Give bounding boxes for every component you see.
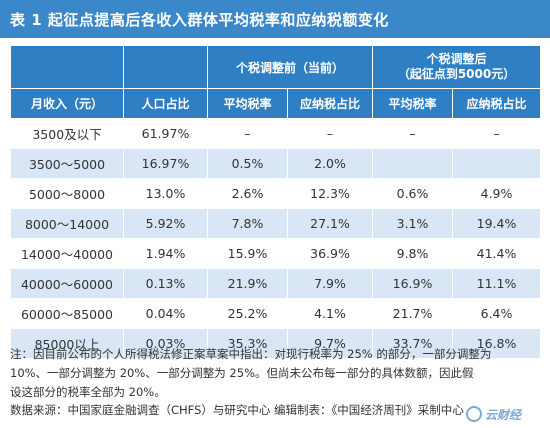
table-cell: 4.1% [286,298,374,329]
table-cell: 4.9% [452,178,542,209]
table-title: 表 1 起征点提高后各收入群体平均税率和应纳税额变化 [0,0,550,38]
column-header: 人口占比 [123,88,208,119]
column-header: 应纳税占比 [286,88,374,119]
table-cell: 3500及以下 [10,118,124,149]
table-cell [372,148,454,179]
table-row: 5000～8000 13.0% 2.6% 12.3% 0.6% 4.9% [10,178,542,209]
watermark-icon [466,406,482,422]
tax-table: 个税调整前（当前） 个税调整后 （起征点到5000元） 月收入（元） 人口占比 … [10,45,542,359]
table-cell: 61.97% [123,118,208,149]
table-cell: 35.3% [207,328,288,359]
table-cell: – [452,118,542,149]
table-cell: 25.2% [207,298,288,329]
table-cell: 6.4% [452,298,542,329]
header-blank-1 [10,45,124,89]
header-group-after: 个税调整后 （起征点到5000元） [372,45,542,89]
table-cell: 8000～14000 [10,208,124,239]
table-cell: 21.7% [372,298,454,329]
watermark-text: 云财经 [485,407,522,422]
table-cell: 15.9% [207,238,288,269]
table-row: 85000以上 0.03% 35.3% 9.7% 33.7% 16.8% [10,328,542,359]
table-cell: 41.4% [452,238,542,269]
table-cell: 85000以上 [10,328,124,359]
footnote: 注：因目前公布的个人所得税法修正案草案中指出：对现行税率为 25% 的部分，一部… [10,347,492,399]
table-row: 40000～60000 0.13% 21.9% 7.9% 16.9% 11.1% [10,268,542,299]
table-cell: 5000～8000 [10,178,124,209]
table-cell: 11.1% [452,268,542,299]
table-cell: 21.9% [207,268,288,299]
table-cell: 16.8% [452,328,542,359]
table-cell: – [207,118,288,149]
table-cell: 0.13% [123,268,208,299]
column-header: 平均税率 [372,88,454,119]
table-cell: 1.94% [123,238,208,269]
table-cell: 19.4% [452,208,542,239]
table-cell: 13.0% [123,178,208,209]
table-cell: 9.8% [372,238,454,269]
table-cell: 7.9% [286,268,374,299]
header-group-before: 个税调整前（当前） [206,45,374,89]
table-cell: 40000～60000 [10,268,124,299]
table-cell: – [286,118,374,149]
table-row: 60000～85000 0.04% 25.2% 4.1% 21.7% 6.4% [10,298,542,329]
table-cell: 7.8% [207,208,288,239]
table-cell: 2.0% [286,148,374,179]
table-cell: 0.04% [123,298,208,329]
watermark-logo: 云财经 [466,404,544,424]
table-cell: 33.7% [372,328,454,359]
table-cell: 27.1% [286,208,374,239]
table-cell: 12.3% [286,178,374,209]
table-cell: 3.1% [372,208,454,239]
table-cell: 5.92% [123,208,208,239]
table-cell: 16.97% [123,148,208,179]
table-cell: 36.9% [286,238,374,269]
header-blank-2 [123,45,208,89]
table-cell: 3500～5000 [10,148,124,179]
header-group-after-line1: 个税调整后 [426,52,487,66]
table-row: 3500～5000 16.97% 0.5% 2.0% [10,148,542,179]
column-header: 应纳税占比 [452,88,542,119]
header-group-after-line2: （起征点到5000元） [397,67,516,81]
table-cell: 9.7% [286,328,374,359]
table-row: 8000～14000 5.92% 7.8% 27.1% 3.1% 19.4% [10,208,542,239]
table-cell: 0.5% [207,148,288,179]
table-cell: 14000～40000 [10,238,124,269]
table-cell: 2.6% [207,178,288,209]
column-header: 平均税率 [207,88,288,119]
table-row: 3500及以下 61.97% – – – – [10,118,542,149]
column-header: 月收入（元） [10,88,124,119]
table-cell [452,148,542,179]
table-row: 14000～40000 1.94% 15.9% 36.9% 9.8% 41.4% [10,238,542,269]
table-cell: 16.9% [372,268,454,299]
table-cell: – [372,118,454,149]
table-cell: 0.6% [372,178,454,209]
data-source: 数据来源：中国家庭金融调查（CHFS）与研究中心 编辑制表：《中国经济周刊》采制… [10,403,464,417]
table-cell: 60000～85000 [10,298,124,329]
